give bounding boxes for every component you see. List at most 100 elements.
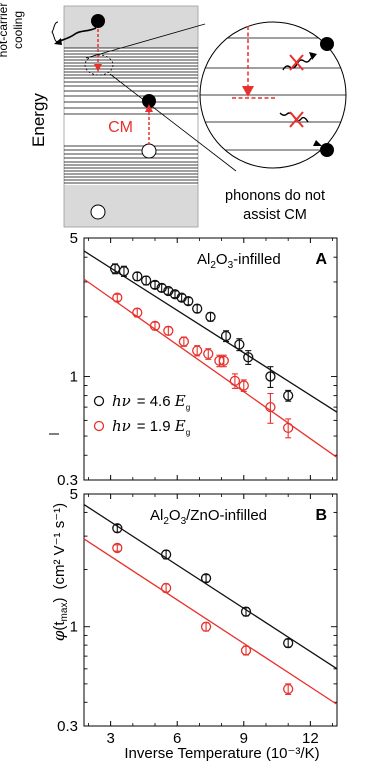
data-point (112, 523, 123, 534)
cm-hole (141, 143, 157, 159)
fit-line (83, 503, 338, 670)
ylabel-phi: φ (50, 630, 68, 641)
phonon-arrowhead-down (313, 140, 322, 146)
cooling-brace (51, 21, 59, 43)
phonon-caption-1: phonons do not (225, 188, 325, 204)
ylabel-units: (cm² V⁻¹ s⁻¹) (51, 503, 68, 590)
data-point (178, 336, 190, 347)
legend-marker (93, 420, 105, 432)
x-tick-label: 6 (173, 730, 181, 747)
data-point (200, 621, 212, 632)
y-tick-label: 0.3 (57, 472, 78, 489)
phonon-caption-2: assist CM (243, 207, 307, 223)
cm-excitation-arrowhead (145, 104, 153, 112)
data-point (192, 303, 203, 314)
inset-circle (199, 21, 347, 169)
x-tick-label: 12 (302, 730, 319, 747)
shared-y-axis-label: φ(tmax) (cm² V⁻¹ s⁻¹) (50, 503, 70, 641)
legend-marker (93, 395, 105, 407)
x-tick-label: 9 (240, 730, 248, 747)
legend-label: hν = 4.6 Eg (112, 392, 190, 412)
svg-text:φ(tmax)(cm² V⁻¹ s⁻¹): φ(tmax) (cm² V⁻¹ s⁻¹) (50, 503, 70, 641)
y-tick-label: 1 (70, 619, 78, 636)
plot-frame (83, 237, 338, 481)
data-point (132, 271, 143, 282)
x-tick-label: 3 (106, 730, 114, 747)
inset-electron-upper (320, 37, 334, 51)
data-point (283, 637, 294, 649)
data-point (283, 683, 294, 695)
data-point (205, 311, 216, 322)
data-point (240, 606, 252, 617)
cm-label: CM (108, 119, 133, 136)
y-tick-label: 5 (70, 230, 78, 247)
valence-hole (90, 204, 106, 220)
data-point (283, 422, 294, 434)
hot-carrier-label-2: cooling (11, 11, 25, 49)
valence-band-continuum (64, 185, 198, 227)
data-point (243, 352, 254, 363)
data-point (238, 380, 249, 391)
cross-up-b (289, 54, 304, 71)
data-point (265, 371, 276, 382)
y-tick-label: 5 (70, 486, 78, 503)
ylabel-t: (t (51, 621, 68, 631)
data-point (149, 320, 161, 332)
data-point (283, 390, 294, 401)
hot-carrier-label-1: hot-carrier (0, 3, 10, 58)
data-point (229, 375, 241, 387)
data-point (118, 266, 130, 277)
panel-title: Al2O3/ZnO-infilled (150, 507, 267, 527)
band-schematic: hot-carrier cooling Energy CM (0, 3, 237, 228)
y-tick-label: 0.3 (57, 718, 78, 735)
cross-down-b (289, 111, 304, 128)
legend-label: hν = 1.9 Eg (112, 417, 190, 437)
fit-line (83, 278, 338, 458)
data-point (163, 325, 174, 336)
ylabel-close: ) (51, 598, 68, 603)
data-point (132, 307, 143, 318)
y-tick-label: 1 (70, 368, 78, 385)
data-point (160, 549, 172, 560)
data-point (200, 573, 212, 584)
energy-label: Energy (29, 93, 48, 147)
ylabel-sub: max (59, 603, 70, 622)
data-point (220, 330, 232, 342)
data-point (112, 292, 123, 303)
inset-electron-lower (320, 143, 334, 157)
data-point (218, 355, 229, 366)
data-point (183, 295, 194, 307)
data-point (112, 542, 123, 554)
x-axis-label: Inverse Temperature (10⁻³/K) (124, 745, 319, 762)
conduction-band-continuum (64, 6, 198, 48)
zoom-line-top (85, 23, 206, 59)
panel-letter: A (315, 251, 327, 268)
chart-panel-a: 0.3 1 5 Al2O3-infilled Ahν = 4.6 Eg hν = 1.9 Eg (57, 230, 338, 489)
panel-title: Al2O3-infilled (197, 251, 281, 271)
zoom-region (84, 54, 114, 76)
panel-letter: B (315, 507, 327, 524)
data-point (192, 345, 203, 356)
band-frame (63, 5, 199, 228)
inset-drop-arrowhead (242, 86, 254, 97)
cooling-path (56, 27, 97, 43)
plot-frame (83, 493, 338, 727)
data-point (160, 582, 172, 594)
zoom-line-bottom (109, 73, 237, 172)
cm-electron (142, 94, 156, 108)
fit-line (83, 250, 338, 413)
data-point (203, 348, 214, 360)
data-point (240, 645, 252, 656)
hot-electron (91, 14, 105, 28)
conduction-levels (64, 47, 198, 115)
data-point (140, 275, 152, 286)
data-point (234, 339, 245, 350)
data-point (265, 401, 276, 413)
data-point (109, 263, 121, 274)
phonon-inset: phonons do not assist CM (199, 21, 347, 223)
chart-panel-b: 3 6 9 12 0.3 1 5 Al2O3/ZnO-infilled B (57, 486, 338, 747)
valence-levels (64, 145, 198, 184)
fit-line (83, 538, 338, 705)
phonon-arrowhead-up (309, 52, 317, 60)
